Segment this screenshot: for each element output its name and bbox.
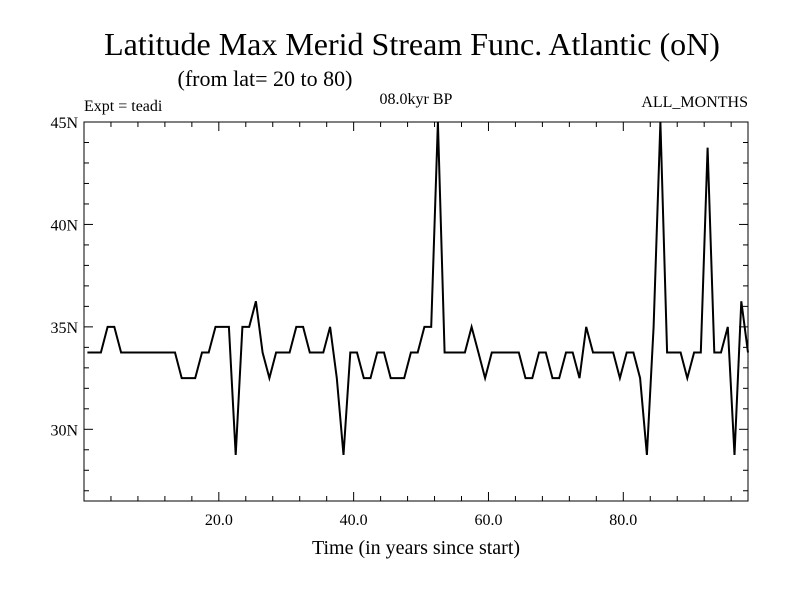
x-tick-label: 80.0 (609, 512, 637, 529)
chart-title: Latitude Max Merid Stream Func. Atlantic… (104, 26, 720, 62)
y-tick-label: 45N (50, 115, 78, 132)
x-axis-label: Time (in years since start) (312, 537, 520, 559)
x-tick-label: 40.0 (340, 512, 368, 529)
x-axis-ticks (110, 122, 732, 501)
plot-frame (83, 121, 749, 502)
annotation-center: 08.0kyr BP (380, 91, 453, 108)
annotation-left: Expt = teadi (84, 98, 163, 115)
x-tick-label: 60.0 (474, 512, 502, 529)
y-axis-ticks (84, 121, 748, 492)
chart-subtitle: (from lat= 20 to 80) (178, 66, 353, 91)
x-tick-label: 20.0 (205, 512, 233, 529)
y-tick-label: 30N (50, 422, 78, 439)
series-line (87, 121, 749, 455)
y-tick-label: 40N (50, 217, 78, 234)
y-tick-label: 35N (50, 320, 78, 337)
x-axis-tick-labels: 20.0 40.0 60.0 80.0 (205, 512, 637, 529)
annotation-right: ALL_MONTHS (641, 94, 748, 111)
y-axis-tick-labels: 30N 35N 40N 45N (50, 115, 78, 439)
